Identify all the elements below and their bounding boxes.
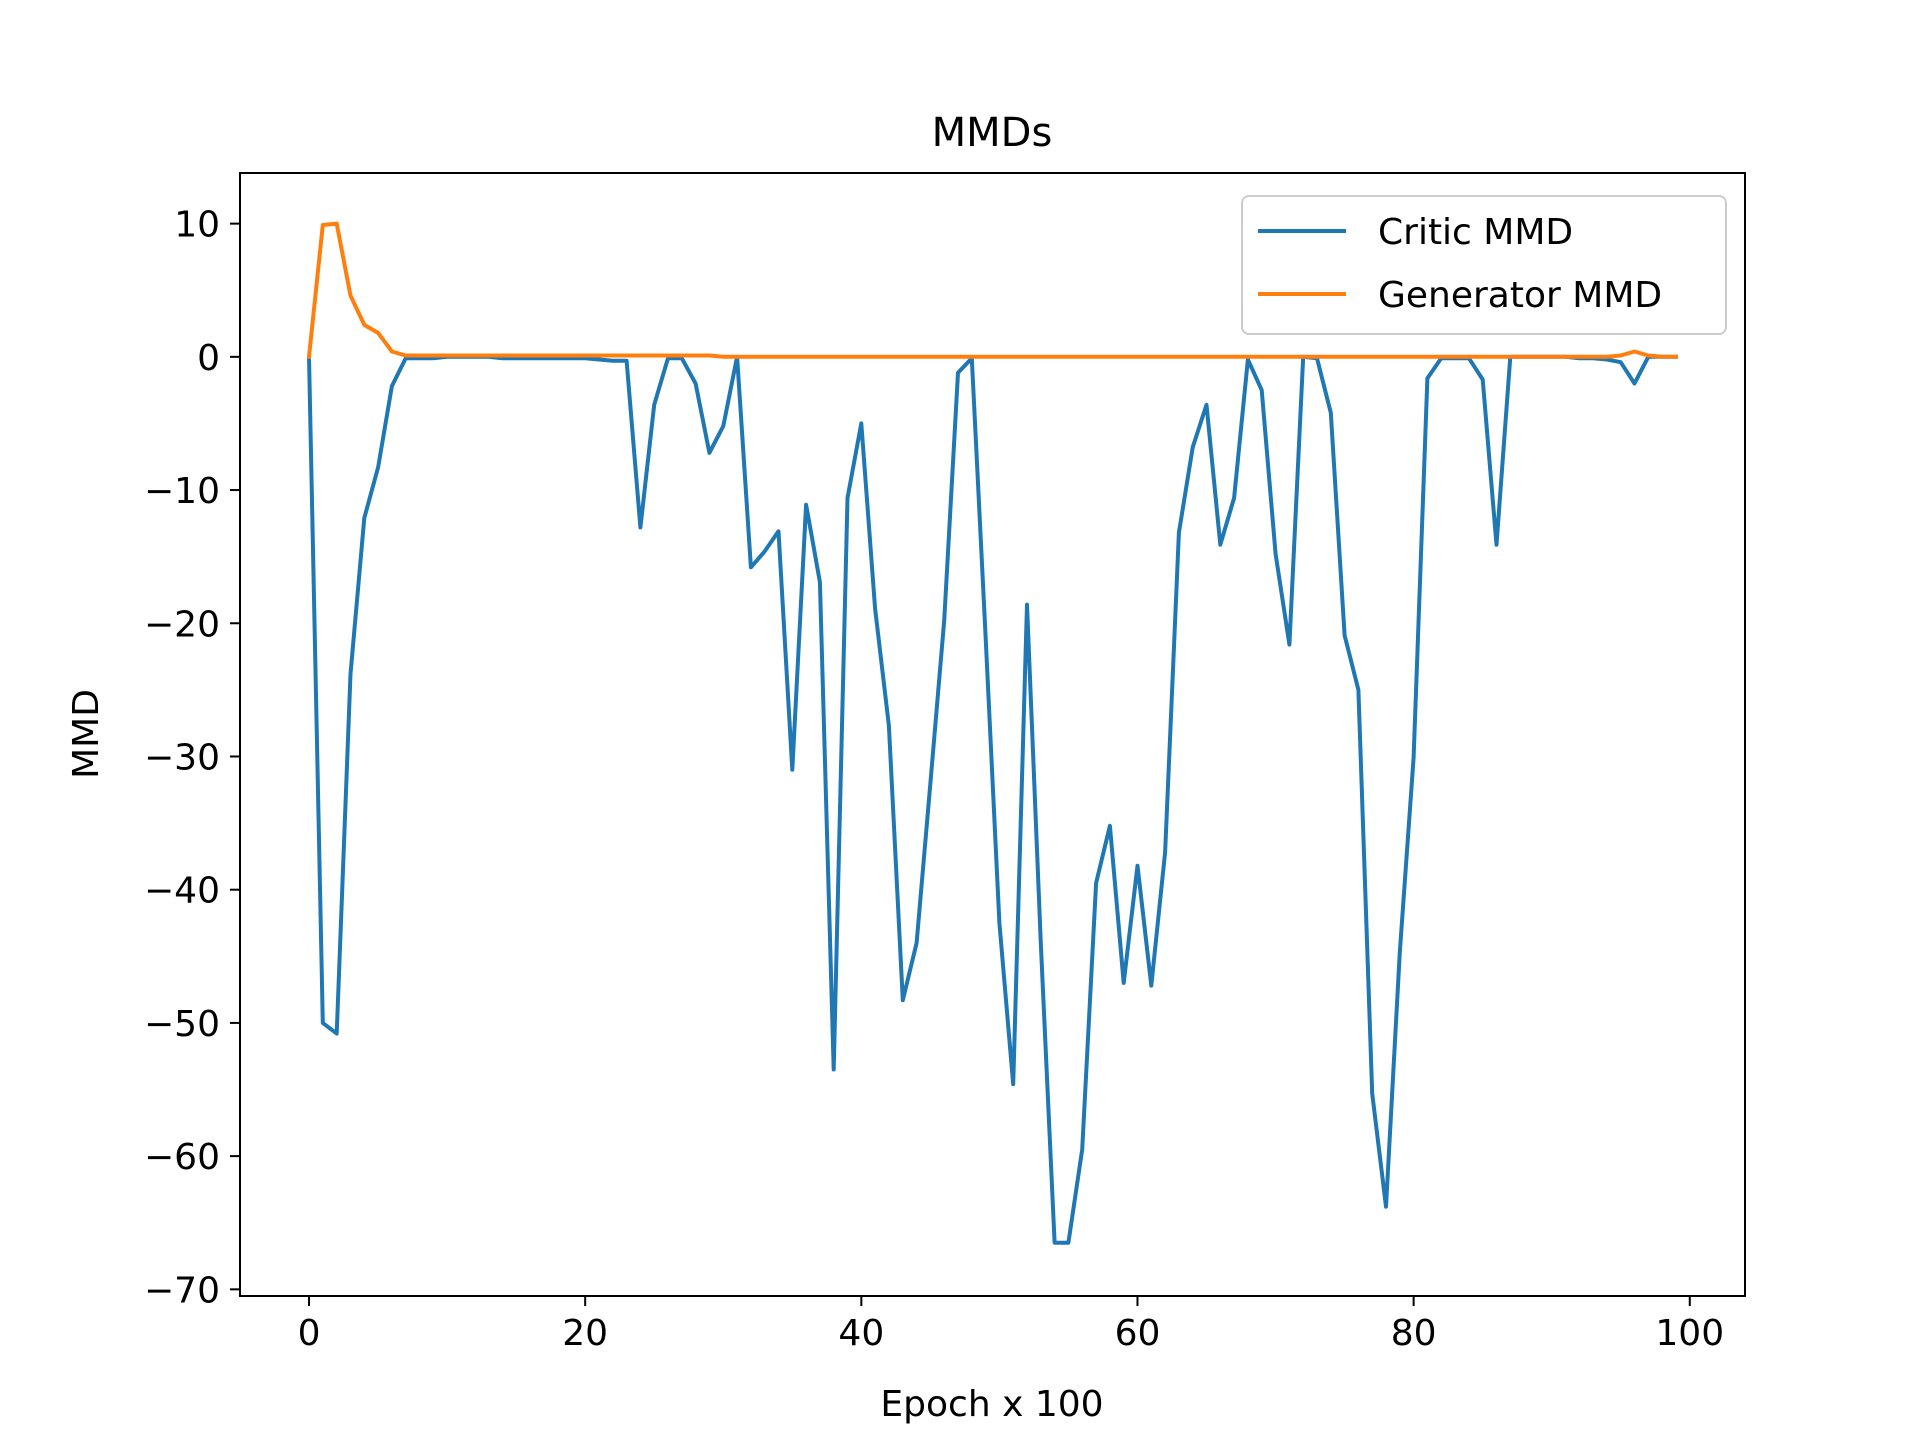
legend: Critic MMD Generator MMD — [1241, 195, 1727, 335]
legend-box — [1241, 195, 1727, 335]
series-line-generator — [306, 221, 1678, 359]
legend-label-critic: Critic MMD — [1378, 212, 1573, 253]
y-tick-label: −20 — [144, 604, 220, 645]
y-tick-label: −60 — [144, 1137, 220, 1178]
x-tick-label: 100 — [1655, 1313, 1724, 1354]
y-tick-label: 0 — [197, 338, 220, 379]
y-tick-label: −40 — [144, 871, 220, 912]
x-tick-label: 20 — [562, 1313, 608, 1354]
y-tick-label: −50 — [144, 1004, 220, 1045]
legend-label-generator: Generator MMD — [1378, 275, 1662, 316]
x-axis: 0 20 40 60 80 100 — [298, 1296, 1724, 1354]
x-axis-label: Epoch x 100 — [880, 1384, 1103, 1425]
x-tick-label: 60 — [1115, 1313, 1161, 1354]
chart-title: MMDs — [932, 110, 1053, 156]
x-tick-label: 0 — [298, 1313, 321, 1354]
y-axis: 10 0 −10 −20 −30 −40 −50 −60 −70 — [144, 205, 240, 1311]
y-tick-label: −10 — [144, 471, 220, 512]
plot-lines — [306, 221, 1678, 1245]
x-tick-label: 40 — [838, 1313, 884, 1354]
y-axis-label: MMD — [66, 689, 107, 779]
y-tick-label: −30 — [144, 737, 220, 778]
y-tick-label: 10 — [174, 205, 220, 246]
x-tick-label: 80 — [1391, 1313, 1437, 1354]
y-tick-label: −70 — [144, 1270, 220, 1311]
plot-frame — [239, 172, 1746, 1297]
